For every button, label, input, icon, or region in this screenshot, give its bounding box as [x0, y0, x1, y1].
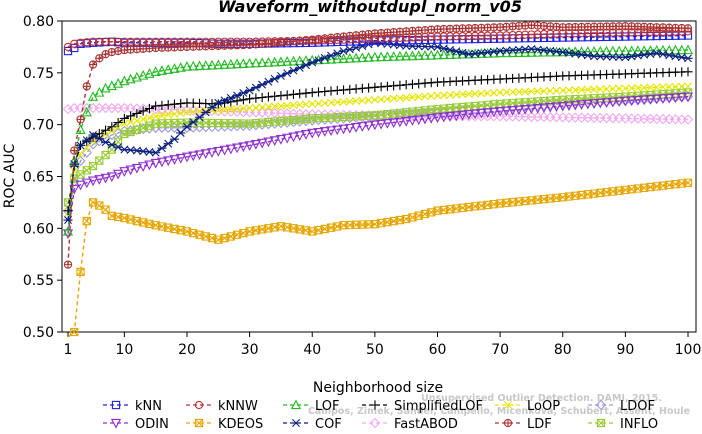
- data-point: [157, 145, 166, 152]
- data-point: [114, 118, 123, 127]
- series-kdeos: [68, 179, 692, 337]
- data-point: [276, 91, 285, 100]
- data-point: [434, 92, 441, 99]
- legend-label: SimplifiedLOF: [394, 399, 483, 414]
- legend-label: KDEOS: [218, 417, 263, 432]
- data-point: [345, 46, 354, 53]
- y-tick-label: 0.75: [23, 66, 54, 82]
- legend-item-fastabod: FastABOD: [362, 417, 458, 432]
- x-tick-label: 80: [554, 342, 572, 358]
- x-tick-label: 50: [366, 342, 384, 358]
- data-point: [252, 104, 259, 111]
- data-point: [490, 89, 497, 96]
- data-point: [83, 217, 90, 224]
- x-tick-label: 1: [64, 342, 73, 358]
- x-tick-label: 70: [491, 342, 509, 358]
- legend-item-kdeos: KDEOS: [186, 417, 263, 432]
- data-point: [71, 147, 78, 154]
- legend-item-knnw: kNNW: [186, 399, 258, 414]
- data-point: [445, 46, 454, 53]
- data-point: [77, 116, 84, 123]
- legend-label: ODIN: [135, 417, 169, 432]
- data-point: [83, 83, 90, 90]
- legend-label: LDF: [527, 417, 552, 432]
- x-tick-label: 30: [241, 342, 259, 358]
- y-tick-label: 0.50: [23, 325, 54, 341]
- chart-title: Waveform_withoutdupl_norm_v05: [218, 0, 522, 16]
- series-lof: [64, 46, 692, 235]
- series-layer: [63, 22, 692, 338]
- data-point: [378, 96, 385, 103]
- legend-label: kNNW: [218, 399, 258, 414]
- data-point: [170, 100, 179, 109]
- data-point: [553, 87, 560, 94]
- legend-item-odin: ODIN: [103, 417, 169, 432]
- legend-label: LDOF: [620, 399, 655, 414]
- legend-swatch-marker: [291, 419, 300, 426]
- data-point: [684, 25, 691, 32]
- x-tick-label: 10: [115, 342, 133, 358]
- legend-swatch-marker: [504, 419, 511, 426]
- data-point: [283, 90, 292, 99]
- legend-label: COF: [315, 417, 342, 432]
- y-tick-label: 0.60: [23, 221, 54, 237]
- legend-item-ldf: LDF: [495, 417, 552, 432]
- legend-label: kNN: [135, 399, 162, 414]
- x-tick-label: 90: [616, 342, 634, 358]
- legend-item-inflo: INFLO: [588, 417, 658, 432]
- plot-frame: [62, 21, 696, 332]
- legend-item-cof: COF: [283, 417, 342, 432]
- data-point: [295, 89, 304, 98]
- data-point: [251, 94, 260, 103]
- y-tick-label: 0.80: [23, 14, 54, 30]
- data-point: [164, 140, 173, 147]
- x-tick-label: 40: [303, 342, 321, 358]
- data-point: [145, 104, 154, 113]
- data-point: [609, 85, 616, 92]
- data-point: [289, 90, 298, 99]
- legend-label: LoOP: [527, 399, 560, 414]
- data-point: [683, 67, 692, 76]
- legend-label: LOF: [315, 399, 340, 414]
- data-point: [264, 92, 273, 101]
- legend-item-knn: kNN: [103, 399, 162, 414]
- data-point: [301, 89, 310, 98]
- x-tick-label: 100: [675, 342, 702, 358]
- data-point: [176, 99, 185, 108]
- y-axis: 0.50 0.55 0.60 0.65 0.70 0.75 0.80: [23, 14, 62, 341]
- data-point: [89, 61, 96, 68]
- data-point: [315, 100, 322, 107]
- y-tick-label: 0.65: [23, 170, 54, 186]
- data-point: [616, 85, 623, 92]
- legend-label: INFLO: [620, 417, 658, 432]
- data-point: [182, 123, 191, 130]
- series-line: [68, 50, 688, 231]
- data-point: [433, 43, 442, 50]
- data-point: [270, 92, 279, 101]
- data-point: [683, 55, 692, 62]
- y-tick-label: 0.70: [23, 118, 54, 134]
- data-point: [120, 114, 129, 123]
- data-point: [452, 48, 461, 55]
- data-point: [309, 100, 316, 107]
- x-tick-label: 60: [429, 342, 447, 358]
- data-point: [64, 261, 71, 268]
- data-point: [258, 93, 267, 102]
- x-axis: 1 10 20 30 40 50 60 70 80 90 100: [64, 332, 702, 358]
- data-point: [371, 96, 378, 103]
- legend-label: FastABOD: [394, 417, 458, 432]
- data-point: [151, 149, 160, 156]
- roc-auc-chart: Waveform_withoutdupl_norm_v05 0.500.550.…: [0, 0, 702, 434]
- data-point: [497, 89, 504, 96]
- y-axis-label: ROC AUC: [2, 143, 18, 208]
- series-line: [68, 183, 688, 338]
- y-tick-label: 0.55: [23, 273, 54, 289]
- x-tick-label: 20: [178, 342, 196, 358]
